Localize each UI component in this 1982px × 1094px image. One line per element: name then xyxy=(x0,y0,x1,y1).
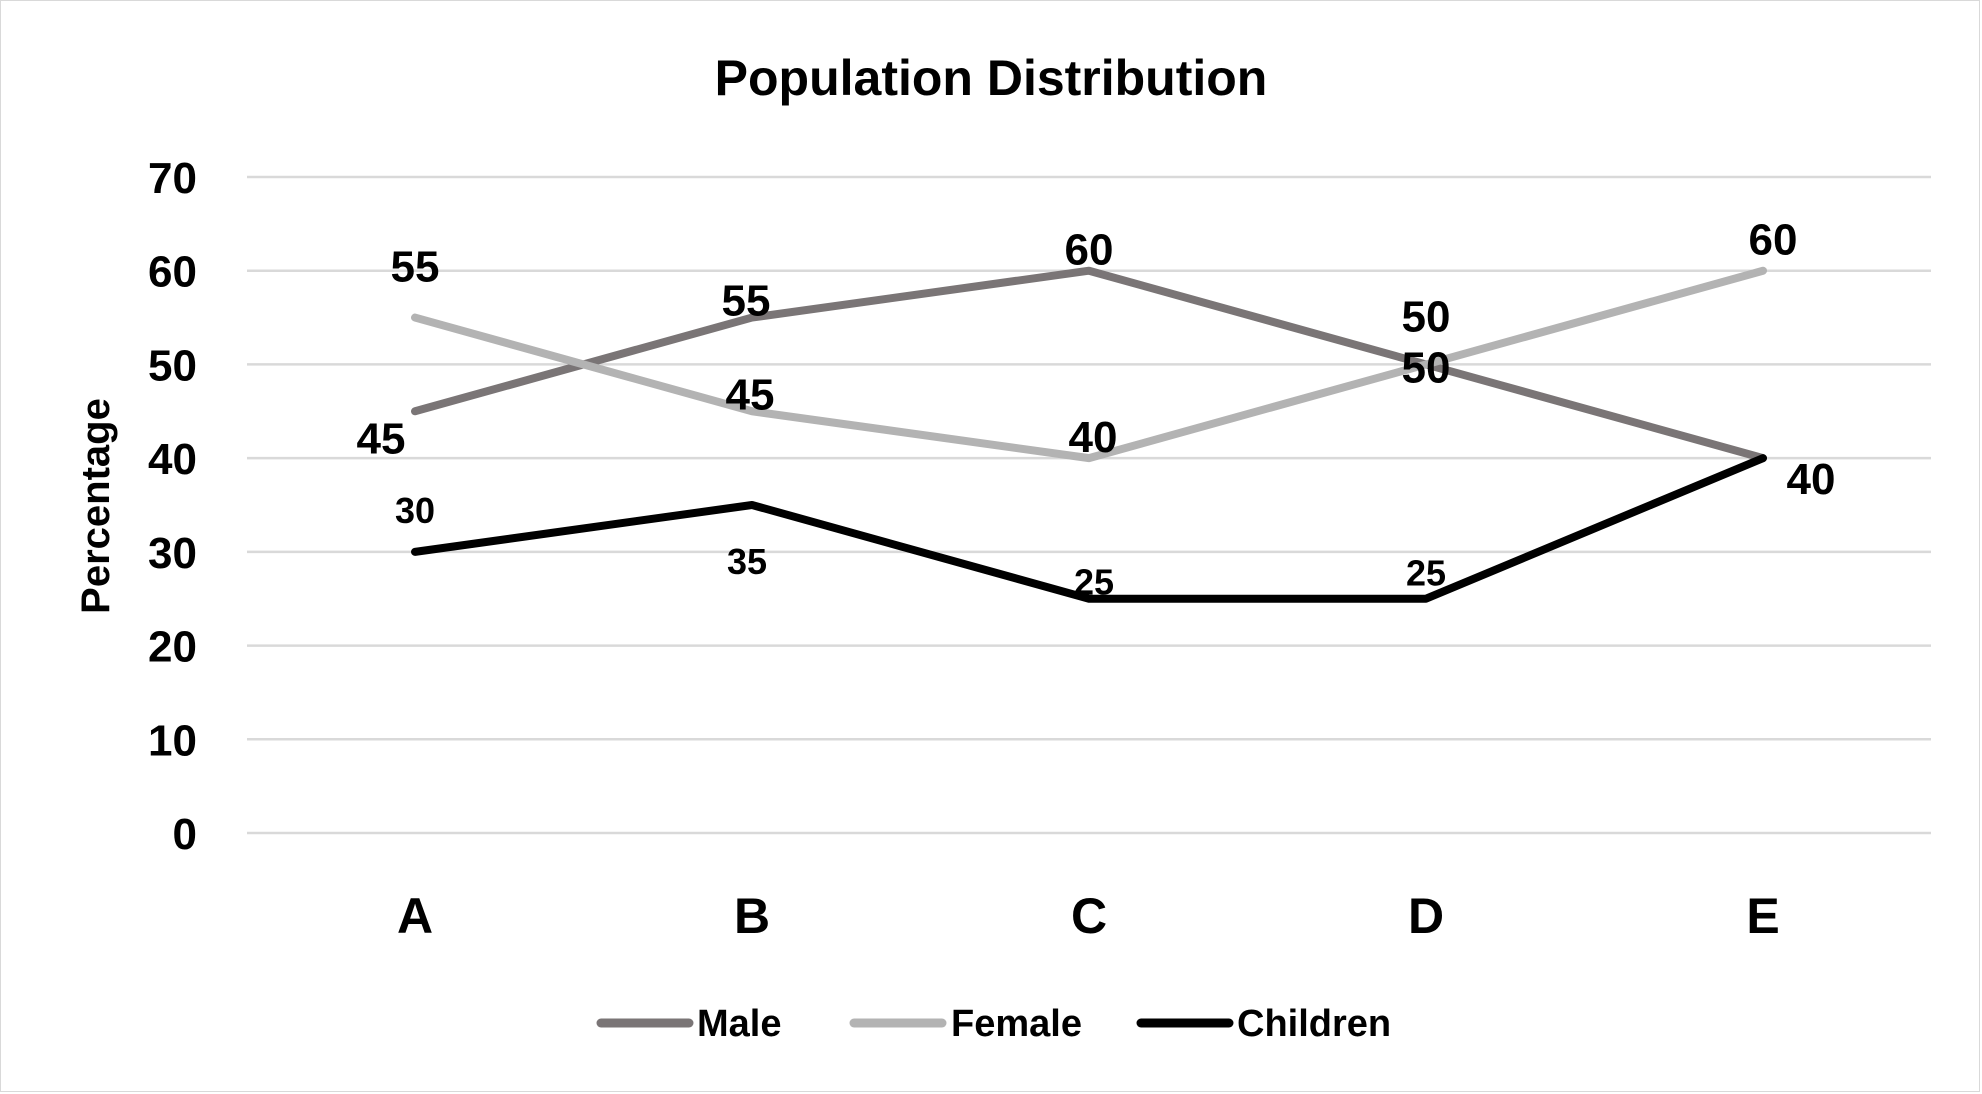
data-label-female: 40 xyxy=(1069,413,1118,462)
y-tick-label: 20 xyxy=(148,623,197,672)
series-lines xyxy=(411,266,1767,603)
y-axis-title: Percentage xyxy=(74,398,118,614)
data-label-male: 45 xyxy=(357,414,406,463)
x-axis-ticks: A B C D E xyxy=(397,888,1780,944)
data-label-children: 25 xyxy=(1406,553,1446,594)
y-tick-label: 60 xyxy=(148,248,197,297)
y-tick-label: 0 xyxy=(173,810,197,859)
y-tick-label: 10 xyxy=(148,716,197,765)
data-label-female: 55 xyxy=(391,243,440,292)
y-tick-label: 30 xyxy=(148,529,197,578)
data-label-children: 30 xyxy=(395,490,435,531)
data-label-children: 35 xyxy=(727,541,767,582)
data-label-female: 60 xyxy=(1749,216,1798,265)
data-label-male: 55 xyxy=(722,277,771,326)
y-tick-label: 40 xyxy=(148,435,197,484)
data-labels: 45 55 60 50 40 55 45 40 50 60 30 35 25 25 xyxy=(357,216,1836,603)
data-label-male: 60 xyxy=(1065,226,1114,275)
series-line-male xyxy=(411,266,1767,463)
x-tick-label: A xyxy=(397,888,433,944)
x-tick-label: D xyxy=(1408,888,1444,944)
gridlines xyxy=(247,175,1931,835)
data-label-children: 25 xyxy=(1074,562,1114,603)
x-tick-label: C xyxy=(1071,888,1107,944)
data-label-male: 50 xyxy=(1402,292,1451,341)
legend: Male Female Children xyxy=(596,1003,1391,1045)
y-axis-ticks: 0 10 20 30 40 50 60 70 xyxy=(148,154,197,859)
data-label-female: 45 xyxy=(726,370,775,419)
series-line-children xyxy=(411,454,1767,603)
x-tick-label: E xyxy=(1746,888,1779,944)
chart-title: Population Distribution xyxy=(715,50,1268,106)
series-line-female xyxy=(411,266,1767,463)
y-tick-label: 70 xyxy=(148,154,197,203)
x-tick-label: B xyxy=(734,888,770,944)
data-label-male: 40 xyxy=(1787,455,1836,504)
legend-label-male: Male xyxy=(697,1003,781,1045)
data-label-female: 50 xyxy=(1402,343,1451,392)
legend-label-female: Female xyxy=(951,1003,1082,1045)
y-tick-label: 50 xyxy=(148,341,197,390)
legend-label-children: Children xyxy=(1237,1003,1391,1045)
